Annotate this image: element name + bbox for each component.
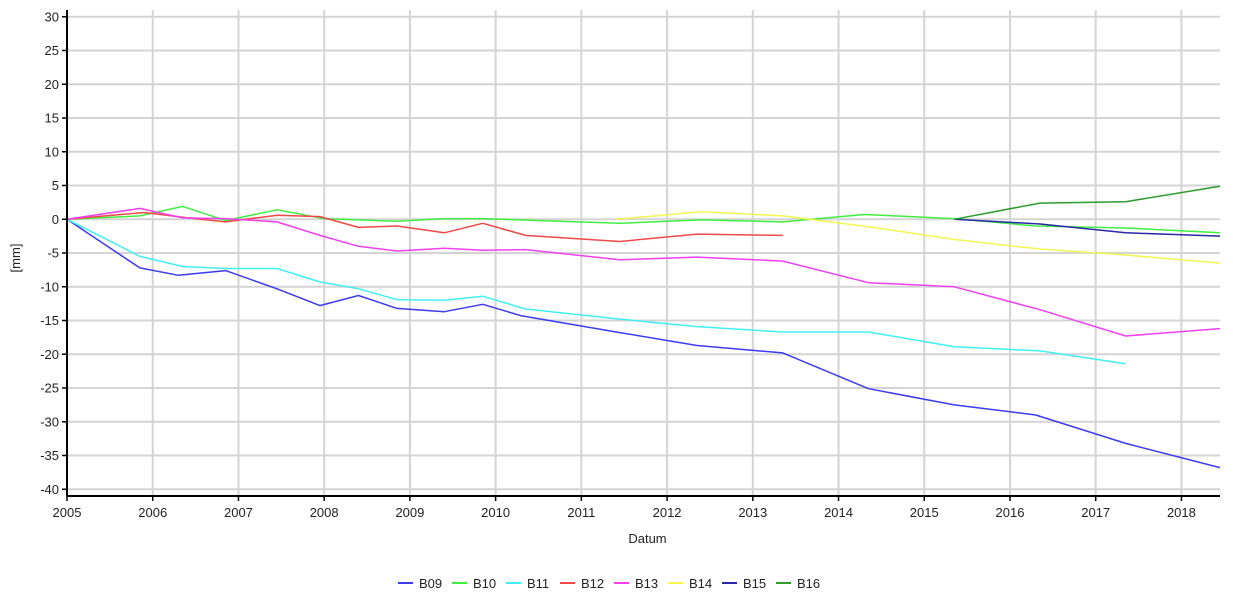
y-tick-label: 10 <box>45 144 59 159</box>
y-axis-title: [mm] <box>8 244 23 273</box>
y-tick-label: 25 <box>45 43 59 58</box>
series-lines <box>66 185 1221 469</box>
x-tick-label: 2014 <box>824 505 853 520</box>
legend-label: B16 <box>797 576 820 591</box>
series-line-b11 <box>66 218 1126 365</box>
y-tick-label: 15 <box>45 111 59 126</box>
legend-item-b12: B12 <box>560 576 604 591</box>
x-tick-label: 2006 <box>138 505 167 520</box>
x-tick-label: 2017 <box>1081 505 1110 520</box>
y-tick-label: -20 <box>40 347 59 362</box>
x-tick-label: 2011 <box>567 505 595 520</box>
x-tick-label: 2013 <box>738 505 767 520</box>
x-tick-label: 2012 <box>653 505 682 520</box>
y-tick-label: 20 <box>45 77 59 92</box>
y-tick-label: -35 <box>40 448 59 463</box>
grid <box>67 10 1220 496</box>
legend-item-b09: B09 <box>398 576 442 591</box>
x-tick-label: 2005 <box>53 505 82 520</box>
series-line-b14 <box>615 211 1221 264</box>
x-tick-label: 2010 <box>481 505 510 520</box>
y-tick-label: -15 <box>40 313 59 328</box>
y-tick-label: 30 <box>45 9 59 24</box>
x-tick-label: 2016 <box>996 505 1025 520</box>
legend-label: B13 <box>635 576 658 591</box>
y-tick-label: -30 <box>40 414 59 429</box>
legend-item-b11: B11 <box>506 576 549 591</box>
series-line-b16 <box>954 185 1221 221</box>
legend-label: B12 <box>581 576 604 591</box>
legend-label: B10 <box>473 576 496 591</box>
y-tick-label: 0 <box>52 212 59 227</box>
legend-item-b10: B10 <box>452 576 496 591</box>
legend-item-b16: B16 <box>776 576 820 591</box>
x-tick-label: 2007 <box>224 505 253 520</box>
y-tick-label: 5 <box>52 178 59 193</box>
y-tick-label: -10 <box>40 279 59 294</box>
legend-label: B14 <box>689 576 712 591</box>
y-tick-label: -25 <box>40 381 59 396</box>
y-tick-labels: 30 25 20 15 10 5 0 -5 -10 -15 -20 -25 -30 -35 -40 <box>40 9 67 497</box>
x-tick-label: 2008 <box>310 505 339 520</box>
series-line-b13 <box>66 207 1221 337</box>
x-tick-label: 2018 <box>1167 505 1196 520</box>
x-tick-label: 2015 <box>910 505 939 520</box>
legend-item-b13: B13 <box>614 576 658 591</box>
y-tick-label: -5 <box>47 246 59 261</box>
legend-label: B09 <box>419 576 442 591</box>
legend-label: B15 <box>743 576 766 591</box>
x-tick-label: 2009 <box>395 505 424 520</box>
legend: B09 B10 B11 B12 B13 B14 B15 B16 <box>398 576 820 591</box>
x-axis-title: Datum <box>628 531 666 546</box>
series-line-b15 <box>954 218 1221 237</box>
legend-item-b14: B14 <box>668 576 712 591</box>
y-tick-label: -40 <box>40 482 59 497</box>
series-line-b09 <box>66 218 1221 469</box>
legend-item-b15: B15 <box>722 576 766 591</box>
x-tick-labels: 2005 2006 2007 2008 2009 2010 2011 2012 2013 2014… <box>53 496 1196 520</box>
series-line-b12 <box>66 211 783 243</box>
legend-label: B11 <box>527 576 549 591</box>
